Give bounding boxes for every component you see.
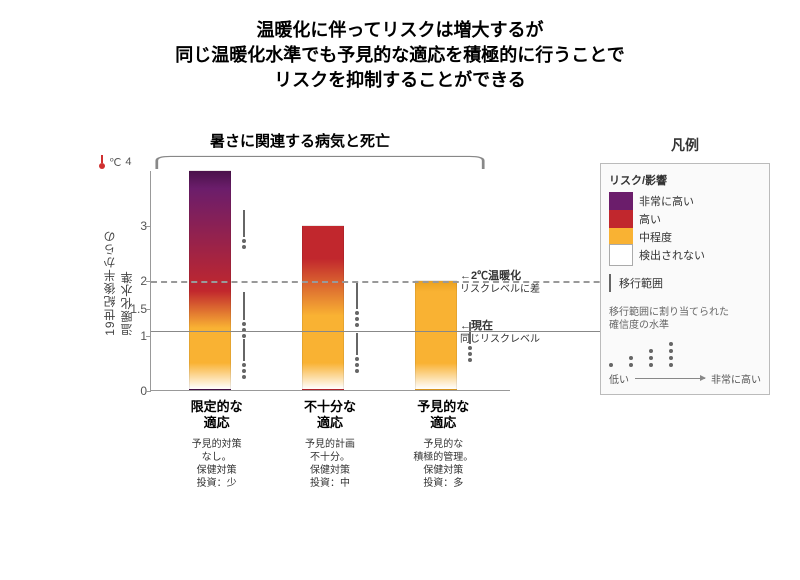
swatch-color: [609, 210, 633, 228]
x-axis-labels: 限定的な適応予見的対策なし。保健対策投資：少不十分な適応予見的計画不十分。保健対…: [150, 391, 510, 490]
confidence-tick: [243, 210, 245, 238]
title-line-2: 同じ温暖化水準でも予見的な適応を積極的に行うことで: [0, 43, 800, 68]
confidence-dots: [242, 239, 246, 249]
confidence-group: [235, 339, 253, 379]
confidence-dots: [242, 322, 246, 338]
legend-risk-heading: リスク/影響: [609, 172, 761, 188]
y-tick: 1.5: [123, 302, 147, 316]
confidence-tick: [356, 333, 358, 355]
arrow-icon: [635, 378, 705, 379]
ref-current-line: [151, 331, 660, 332]
x-label-limited: 限定的な適応予見的対策なし。保健対策投資：少: [182, 399, 252, 490]
legend-confidence-labels: 低い 非常に高い: [609, 371, 761, 386]
confidence-group: [348, 333, 366, 373]
swatch-label: 高い: [639, 211, 661, 227]
confidence-tick: [356, 281, 358, 309]
swatch-label: 検出されない: [639, 247, 705, 263]
plot: ℃ 4 19世紀後半からの温暖化水準 011.523: [150, 171, 510, 391]
legend-confidence-caption: 移行範囲に割り当てられた確信度の水準: [609, 306, 761, 332]
chart-subtitle: 暑さに関連する病気と死亡: [90, 130, 510, 151]
legend-swatch: 高い: [609, 210, 761, 228]
transition-tick-icon: [609, 274, 611, 292]
ref-2c-line: [151, 281, 660, 283]
swatch-color: [609, 192, 633, 210]
x-label-insufficient: 不十分な適応予見的計画不十分。保健対策投資：中: [295, 399, 365, 490]
legend-swatch: 非常に高い: [609, 192, 761, 210]
legend-title: 凡例: [600, 135, 770, 155]
confidence-dots: [242, 363, 246, 379]
y-axis-unit: ℃ 4: [99, 155, 131, 169]
legend-swatch: 検出されない: [609, 246, 761, 264]
confidence-scale-col: [669, 342, 673, 367]
confidence-scale-col: [609, 363, 613, 367]
legend-transition: 移行範囲: [609, 274, 761, 292]
confidence-group: [348, 281, 366, 327]
confidence-dots: [468, 346, 472, 362]
bracket-icon: [150, 155, 490, 169]
risk-bar: [415, 280, 457, 390]
confidence-dots: [355, 311, 359, 327]
y-tick: 1: [123, 329, 147, 343]
confidence-scale-col: [649, 349, 653, 367]
risk-bar: [189, 170, 231, 390]
y-top-tick: 4: [125, 156, 131, 168]
confidence-group: [235, 210, 253, 250]
legend: 凡例 リスク/影響 非常に高い高い中程度検出されない 移行範囲 移行範囲に割り当…: [600, 135, 770, 395]
title-line-1: 温暖化に伴ってリスクは増大するが: [0, 18, 800, 43]
chart-area: 暑さに関連する病気と死亡 ℃ 4 19世紀後半からの温暖化水準 011.523 …: [90, 130, 510, 490]
swatch-label: 中程度: [639, 229, 672, 245]
confidence-dots: [355, 357, 359, 373]
confidence-tick: [243, 292, 245, 320]
y-tick: 0: [123, 384, 147, 398]
ref-2c-note: ←2℃温暖化 リスクレベルに差: [460, 270, 540, 296]
risk-bar: [302, 225, 344, 390]
thermometer-icon: [99, 155, 105, 169]
confidence-tick: [243, 339, 245, 361]
ref-current-note: ←現在 同じリスクレベル: [460, 320, 540, 346]
y-tick: 3: [123, 219, 147, 233]
confidence-scale-col: [629, 356, 633, 367]
legend-box: リスク/影響 非常に高い高い中程度検出されない 移行範囲 移行範囲に割り当てられ…: [600, 163, 770, 395]
x-label-proactive: 予見的な適応予見的な積極的管理。保健対策投資：多: [408, 399, 478, 490]
swatch-label: 非常に高い: [639, 193, 694, 209]
legend-confidence-scale: [609, 342, 761, 367]
y-tick: 2: [123, 274, 147, 288]
swatch-color: [609, 244, 633, 266]
title-line-3: リスクを抑制することができる: [0, 68, 800, 93]
title-block: 温暖化に伴ってリスクは増大するが 同じ温暖化水準でも予見的な適応を積極的に行うこ…: [0, 0, 800, 94]
